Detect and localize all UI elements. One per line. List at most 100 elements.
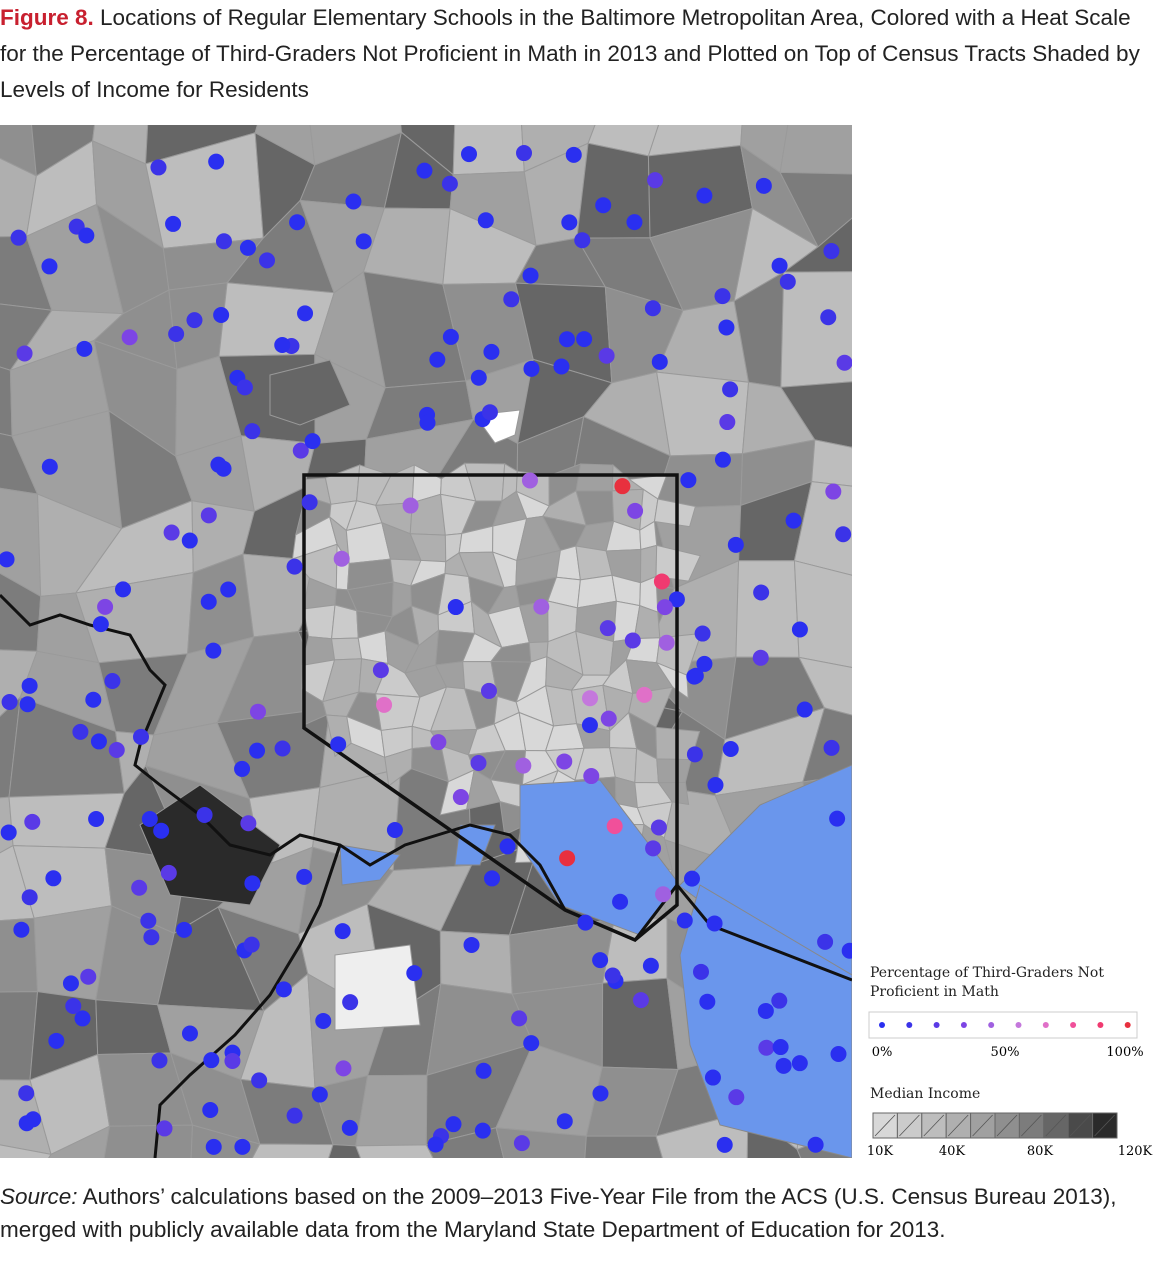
school <box>707 776 724 793</box>
swatch-hatch <box>996 1114 1018 1137</box>
tract <box>780 271 852 388</box>
school <box>345 193 362 210</box>
school <box>574 232 591 249</box>
school <box>791 1055 808 1072</box>
school <box>429 351 446 368</box>
tract <box>575 463 614 492</box>
swatch-hatch <box>899 1114 920 1137</box>
school <box>680 472 697 489</box>
school <box>483 343 500 360</box>
school <box>210 456 227 473</box>
school <box>176 921 193 938</box>
school <box>45 870 62 887</box>
school <box>259 252 276 269</box>
school <box>644 300 661 317</box>
tract <box>779 125 852 175</box>
heat-legend-title: Percentage of Third-Graders Not Proficie… <box>870 965 1104 1000</box>
school <box>581 717 598 734</box>
school <box>416 162 433 179</box>
heat-label: 100% <box>1106 1045 1143 1060</box>
school <box>474 1122 491 1139</box>
school <box>275 981 292 998</box>
school <box>251 1072 268 1089</box>
school <box>239 239 256 256</box>
heat-label: 0% <box>872 1045 893 1060</box>
school <box>274 740 291 757</box>
water <box>679 884 852 1158</box>
school <box>511 1010 528 1027</box>
school <box>292 442 309 459</box>
school <box>92 616 109 633</box>
tract <box>653 498 697 528</box>
school <box>249 742 266 759</box>
school <box>694 625 711 642</box>
heat-swatch <box>1124 1022 1131 1028</box>
school <box>140 912 157 929</box>
school <box>642 957 659 974</box>
swatch-hatch <box>972 1114 993 1137</box>
school <box>80 968 97 985</box>
school <box>18 1085 35 1102</box>
school <box>676 912 693 929</box>
school <box>718 319 735 336</box>
school <box>829 810 846 827</box>
school <box>41 258 58 275</box>
school <box>19 696 36 713</box>
tract <box>269 359 351 426</box>
school <box>706 915 723 932</box>
school <box>727 536 744 553</box>
school <box>249 703 266 720</box>
school <box>131 879 148 896</box>
school <box>668 591 685 608</box>
school <box>632 992 649 1009</box>
school <box>406 965 423 982</box>
school <box>447 599 464 616</box>
tract <box>584 1135 663 1158</box>
school <box>48 1032 65 1049</box>
tract <box>330 604 359 640</box>
heat-swatch <box>906 1022 913 1028</box>
school <box>791 621 808 638</box>
school <box>559 850 576 867</box>
tract <box>779 381 852 448</box>
tract <box>302 604 336 640</box>
school <box>334 923 351 940</box>
school <box>463 936 480 953</box>
school <box>484 870 501 887</box>
school <box>823 739 840 756</box>
tract <box>779 171 852 248</box>
school <box>196 806 213 823</box>
school <box>592 1085 609 1102</box>
source-note: Source: Authors’ calculations based on t… <box>0 1180 1150 1246</box>
school <box>286 558 303 575</box>
school <box>65 997 82 1014</box>
school <box>771 992 788 1009</box>
heat-legend-box <box>868 1011 1138 1039</box>
school <box>752 649 769 666</box>
school <box>16 345 33 362</box>
school <box>143 929 160 946</box>
school <box>645 840 662 857</box>
school <box>205 1138 222 1155</box>
city-boundary <box>302 473 679 943</box>
school <box>108 741 125 758</box>
school <box>477 212 494 229</box>
school <box>442 328 459 345</box>
income-legend-title: Median Income <box>870 1086 981 1102</box>
tract <box>798 656 852 716</box>
school <box>333 550 350 567</box>
school <box>203 1052 220 1069</box>
school <box>521 472 538 489</box>
tract <box>601 977 679 1070</box>
school <box>297 305 314 322</box>
school <box>115 581 132 598</box>
school <box>503 291 520 308</box>
school <box>427 1136 444 1153</box>
school <box>244 875 261 892</box>
school <box>97 598 114 615</box>
county-line <box>153 844 342 1158</box>
school <box>240 815 257 832</box>
school <box>151 1052 168 1069</box>
school <box>606 818 623 835</box>
school <box>25 1111 42 1128</box>
